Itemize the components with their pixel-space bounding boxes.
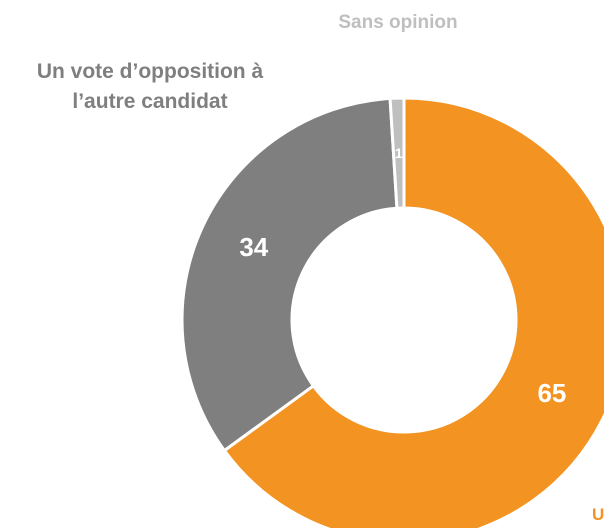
value-labels: 65 34 1 [239, 145, 566, 408]
category-label-line: U [592, 505, 604, 524]
slice-un-vote-d-opposition-a-l-autre-candidat [180, 96, 399, 452]
value-label-u: 65 [537, 378, 566, 408]
slice-u [222, 96, 604, 528]
category-label-un-vote-d-opposition-a-l-autre-candidat: Un vote d’opposition à l’autre candidat [37, 60, 264, 113]
category-label-line: Un vote d’opposition à [37, 60, 264, 83]
category-label-line: l’autre candidat [72, 90, 227, 113]
value-label-sans-opinion: 1 [395, 145, 403, 161]
category-label-sans-opinion: Sans opinion [338, 12, 457, 33]
category-labels: U Un vote d’opposition à l’autre candidat S… [37, 12, 604, 524]
category-label-u: U [592, 505, 604, 524]
donut-slices [180, 96, 604, 528]
category-label-line: Sans opinion [338, 12, 457, 33]
slice-sans-opinion [388, 96, 406, 210]
value-label-un-vote-d-opposition-a-l-autre-candidat: 34 [239, 232, 268, 262]
